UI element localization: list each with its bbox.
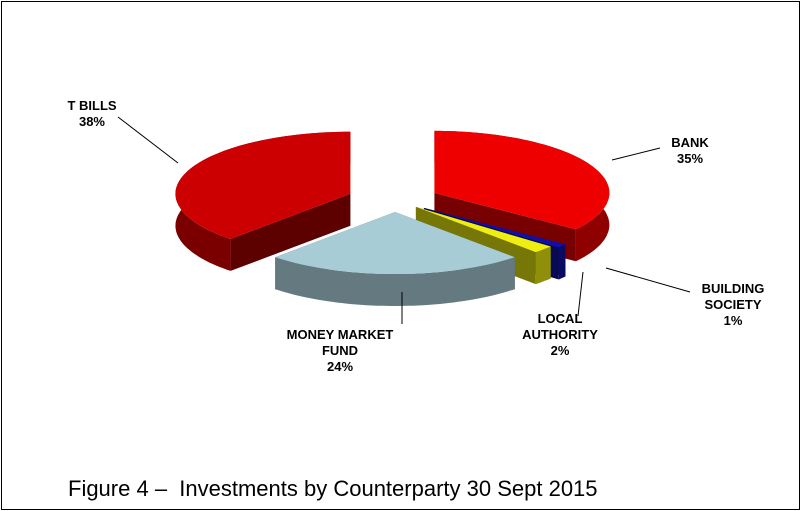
pie-slice <box>275 212 515 274</box>
chart-title: Figure 4 – Investments by Counterparty 3… <box>68 476 598 501</box>
category-label: BUILDING SOCIETY <box>701 281 765 312</box>
slice <box>275 212 515 306</box>
data-label: BANK 35% <box>671 135 709 167</box>
leader-line <box>605 267 691 293</box>
category-label: BANK <box>671 135 709 150</box>
value-label: 35% <box>676 151 704 166</box>
pie-slice <box>434 130 610 230</box>
value-label: 1% <box>723 313 743 328</box>
data-label: LOCAL AUTHORITY 2% <box>522 311 598 359</box>
data-label: T BILLS 38% <box>67 98 116 130</box>
category-label: LOCAL AUTHORITY <box>522 311 598 342</box>
slice <box>175 131 351 271</box>
slice-wall <box>230 193 351 271</box>
value-label: 2% <box>550 343 570 358</box>
pie-slice <box>423 207 566 248</box>
leader-line <box>577 271 584 317</box>
leader-line <box>117 116 179 164</box>
pie-slice <box>175 131 351 239</box>
category-label: T BILLS <box>67 98 117 113</box>
value-label: 24% <box>326 359 354 374</box>
slice-side <box>558 244 566 280</box>
data-label: MONEY MARKET FUND 24% <box>287 327 394 375</box>
value-label: 38% <box>78 114 106 129</box>
slice-side <box>275 257 515 306</box>
pie-slice <box>415 206 551 253</box>
slice-side <box>535 246 551 285</box>
data-label: BUILDING SOCIETY 1% <box>702 281 765 329</box>
leader-line <box>611 147 661 161</box>
category-label: MONEY MARKET FUND <box>286 327 394 358</box>
